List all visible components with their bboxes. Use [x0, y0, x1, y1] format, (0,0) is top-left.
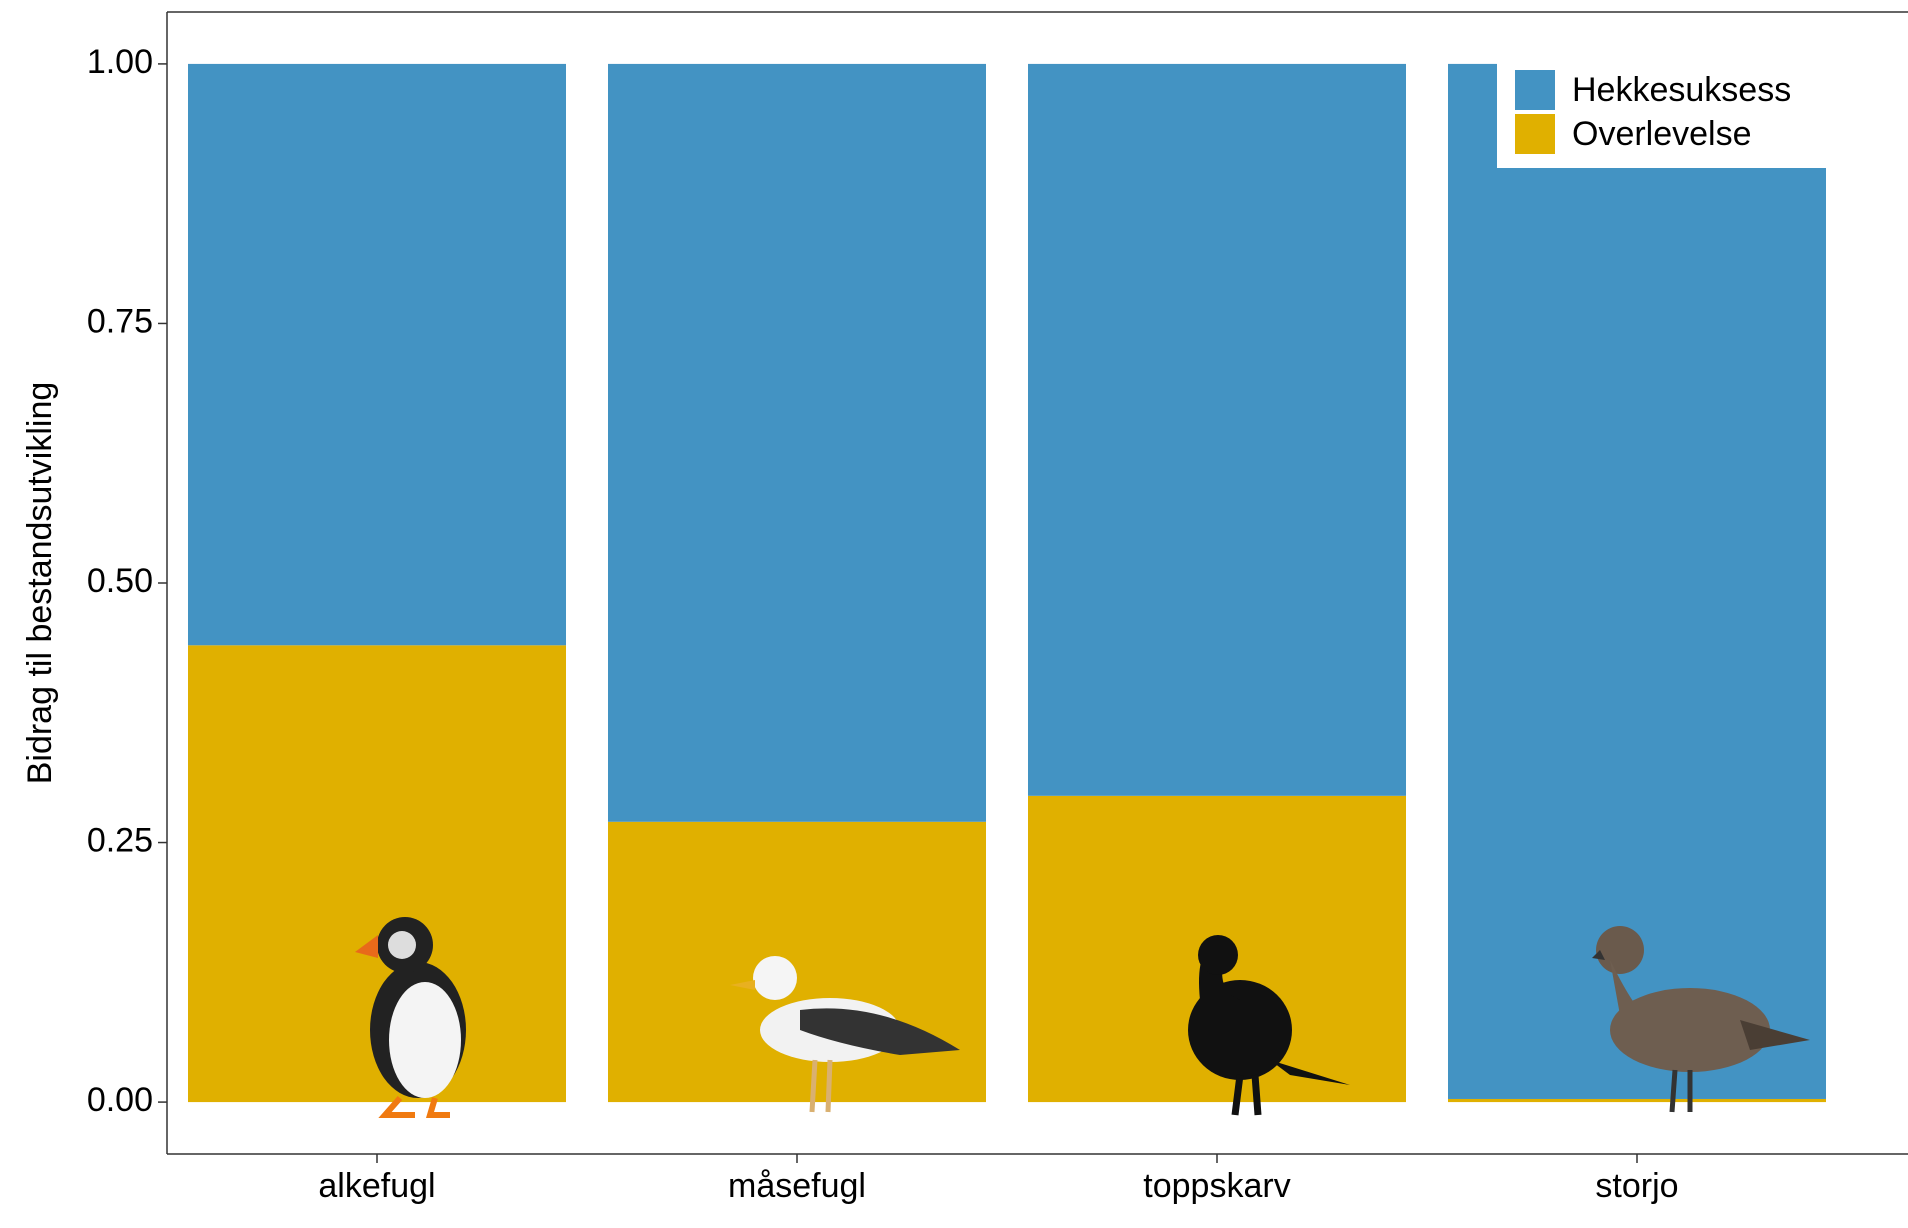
bar-segment — [188, 63, 566, 646]
legend-key — [1515, 114, 1555, 154]
y-axis-title: Bidrag til bestandsutvikling — [21, 382, 59, 785]
y-tick-label: 0.50 — [87, 562, 153, 600]
shag-icon — [1188, 935, 1350, 1116]
puffin-icon — [355, 917, 466, 1118]
y-tick-label: 1.00 — [87, 43, 153, 81]
plot-area — [188, 63, 1826, 1103]
legend-label: Overlevelse — [1572, 115, 1752, 153]
y-tick-label: 0.00 — [87, 1081, 153, 1119]
bird-illustrations — [355, 917, 1810, 1118]
gull-icon — [730, 956, 960, 1113]
bar-segment — [1448, 63, 1826, 1099]
x-tick-label: måsefugl — [728, 1167, 866, 1205]
legend-key — [1515, 70, 1555, 110]
y-tick-label: 0.25 — [87, 822, 153, 860]
legend: Hekkesuksess Overlevelse — [1497, 54, 1908, 168]
x-tick-label: toppskarv — [1143, 1167, 1290, 1205]
bar-segment — [1028, 63, 1406, 796]
y-tick-label: 0.75 — [87, 302, 153, 340]
legend-background — [1497, 54, 1908, 168]
x-tick-label: storjo — [1595, 1167, 1678, 1205]
bar-segment — [608, 821, 986, 1103]
x-tick-label: alkefugl — [318, 1167, 435, 1205]
bar-segment — [608, 63, 986, 822]
legend-label: Hekkesuksess — [1572, 71, 1791, 109]
bar-segment — [1448, 1098, 1826, 1103]
skua-icon — [1592, 926, 1810, 1113]
